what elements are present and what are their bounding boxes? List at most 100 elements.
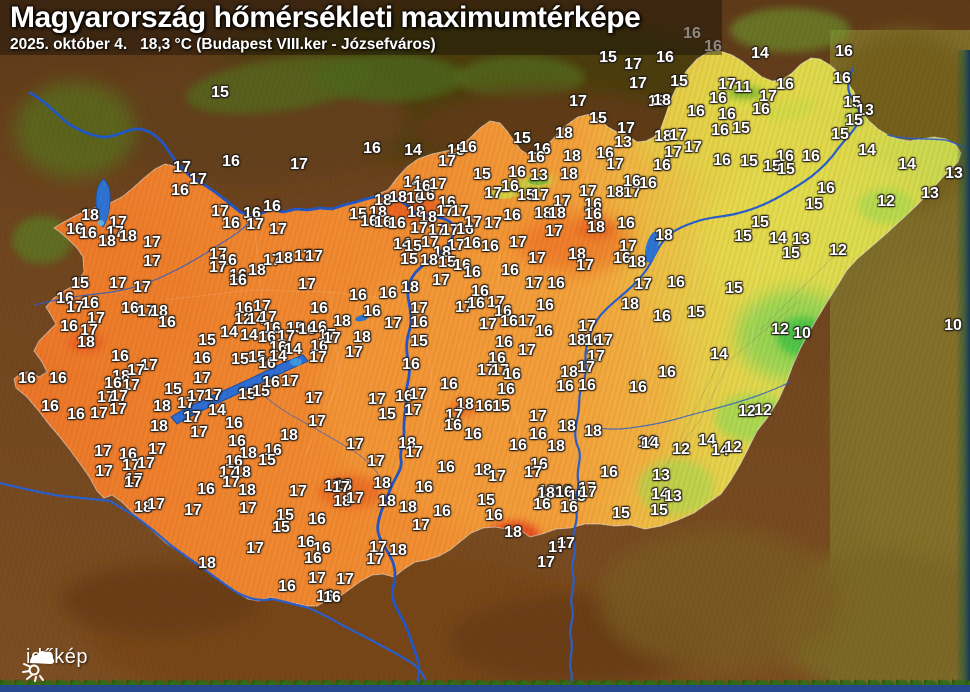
temperature-label: 14 [711, 442, 729, 459]
temperature-label: 17 [759, 88, 777, 105]
temperature-label: 17 [263, 252, 281, 269]
temperature-label: 15 [599, 49, 617, 66]
temperature-label: 16 [374, 214, 392, 231]
temperature-label: 17 [148, 441, 166, 458]
temperature-label: 18 [333, 313, 351, 330]
temperature-label: 16 [509, 437, 527, 454]
temperature-label: 18 [433, 244, 451, 261]
temperature-label: 17 [484, 215, 502, 232]
temperature-label: 18 [537, 485, 555, 502]
temperature-label: 15 [725, 280, 743, 297]
temperature-label: 17 [318, 327, 336, 344]
temperature-label: 16 [776, 148, 794, 165]
temperature-label: 16 [119, 446, 137, 463]
lake-tisza [644, 231, 660, 263]
temperature-label: 17 [143, 234, 161, 251]
temperature-label: 16 [802, 148, 820, 165]
temperature-label: 14 [404, 142, 422, 159]
road-lines [661, 249, 841, 471]
temperature-label: 16 [104, 375, 122, 392]
koros-river [587, 381, 791, 430]
temperature-label: 18 [654, 128, 672, 145]
temperature-label: 14 [641, 435, 659, 452]
temperature-label: 15 [687, 304, 705, 321]
temperature-label: 15 [248, 349, 266, 366]
temperature-label: 16 [453, 257, 471, 274]
temperature-label: 16 [316, 588, 334, 605]
temperature-label: 17 [183, 409, 201, 426]
temperature-label: 17 [488, 468, 506, 485]
temperature-label: 15 [568, 488, 586, 505]
temperature-label: 17 [222, 474, 240, 491]
temperature-label: 18 [150, 303, 168, 320]
temperature-label: 17 [445, 407, 463, 424]
temperature-label: 16 [817, 180, 835, 197]
temperature-label: 15 [650, 502, 668, 519]
temperature-label: 16 [560, 499, 578, 516]
temperature-label: 14 [710, 346, 728, 363]
right-edge-frame [956, 50, 970, 692]
temperature-label: 18 [560, 166, 578, 183]
temperature-label: 17 [432, 272, 450, 289]
rivers [0, 66, 970, 692]
temperature-label: 18 [198, 555, 216, 572]
temperature-label: 14 [284, 341, 302, 358]
temperature-label: 16 [617, 215, 635, 232]
temperature-label: 16 [363, 140, 381, 157]
temperature-label: 16 [501, 262, 519, 279]
temperature-label: 18 [407, 204, 425, 221]
temperature-label: 18 [275, 250, 293, 267]
temperature-label: 14 [769, 230, 787, 247]
temperature-label: 18 [334, 477, 352, 494]
temperature-label: 17 [133, 279, 151, 296]
temperature-label: 15 [670, 73, 688, 90]
temperature-label: 16 [395, 388, 413, 405]
temperature-label: 14 [240, 327, 258, 344]
temperature-label: 14 [403, 174, 421, 191]
temperature-label: 16 [349, 287, 367, 304]
temperature-label: 17 [125, 471, 143, 488]
temperature-label: 16 [438, 194, 456, 211]
temperature-label: 14 [208, 402, 226, 419]
temperature-label: 16 [584, 332, 602, 349]
temperature-label: 17 [137, 455, 155, 472]
temperature-label: 17 [187, 388, 205, 405]
temperature-label: 15 [492, 398, 510, 415]
temperature-label: 16 [463, 235, 481, 252]
temperature-label: 16 [263, 198, 281, 215]
temperature-label: 17 [122, 377, 140, 394]
temperature-label: 13 [792, 231, 810, 248]
temperature-label: 18 [353, 329, 371, 346]
temperature-label: 17 [518, 342, 536, 359]
temperature-label: 18 [112, 368, 130, 385]
temperature-label: 15 [777, 161, 795, 178]
temperature-label: 18 [456, 396, 474, 413]
temperature-label: 17 [209, 259, 227, 276]
temperature-label: 18 [504, 524, 522, 541]
temperature-label: 16 [222, 153, 240, 170]
temperature-label: 17 [441, 222, 459, 239]
temperature-label: 14 [858, 142, 876, 159]
temperature-label: 16 [613, 250, 631, 267]
temperature-label: 12 [754, 402, 772, 419]
temperature-label: 17 [629, 75, 647, 92]
temperature-label: 16 [530, 456, 548, 473]
temperature-label: 16 [555, 484, 573, 501]
tisza-river [568, 66, 861, 692]
temperature-label: 18 [587, 219, 605, 236]
danube-river [28, 91, 456, 692]
temperature-label: 15 [238, 386, 256, 403]
temperature-label: 12 [724, 439, 742, 456]
sio-river [257, 389, 383, 481]
temperature-label: 18 [538, 483, 556, 500]
temperature-label: 15 [831, 126, 849, 143]
temperature-label: 16 [687, 103, 705, 120]
temperature-label: 18 [474, 462, 492, 479]
temperature-label: 17 [455, 299, 473, 316]
temperature-label: 15 [473, 166, 491, 183]
temperature-label: 17 [579, 484, 597, 501]
temperature-label: 16 [379, 285, 397, 302]
temperature-label: 15 [252, 383, 270, 400]
temperature-label: 16 [158, 314, 176, 331]
temperature-label: 17 [525, 275, 543, 292]
